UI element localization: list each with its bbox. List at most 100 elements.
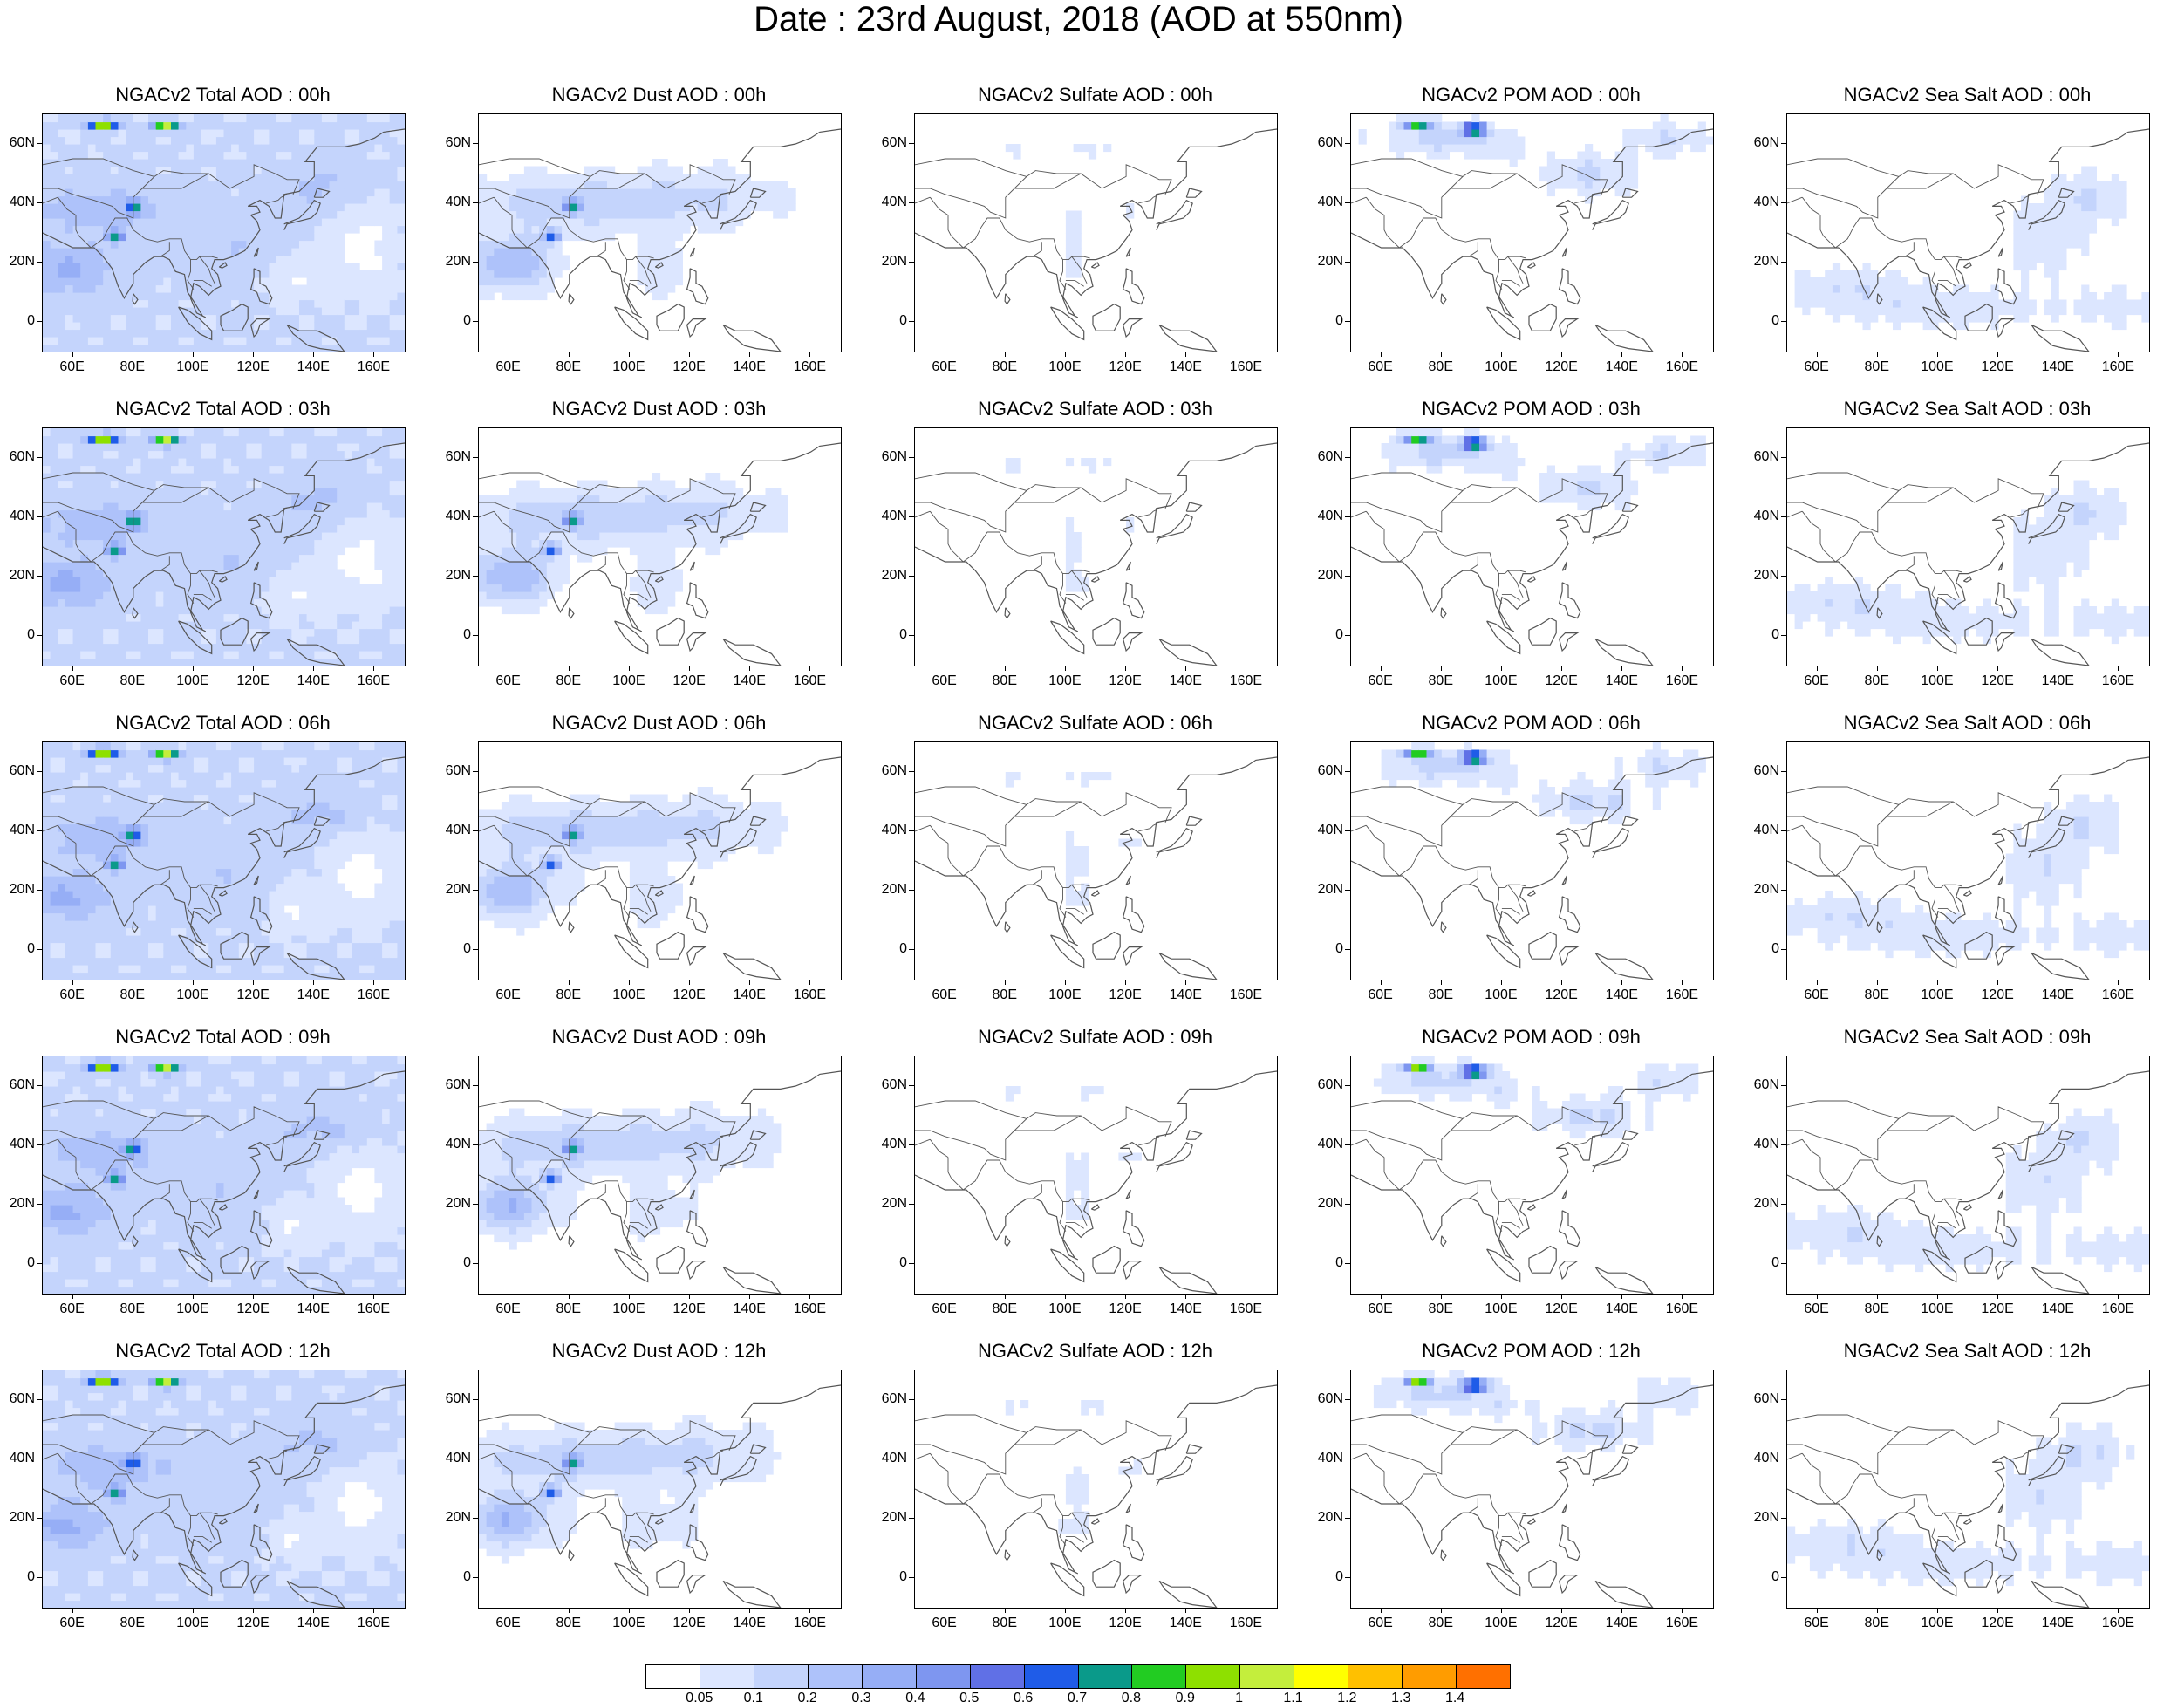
aod-cell: [103, 344, 112, 352]
aod-cell: [382, 443, 391, 452]
aod-cell: [193, 473, 202, 482]
aod-cell: [374, 591, 383, 600]
aod-cell: [314, 136, 323, 145]
aod-cell: [306, 502, 315, 511]
aod-cell: [269, 606, 277, 615]
aod-cell: [118, 569, 126, 577]
aod-cell: [95, 233, 104, 242]
aod-cell: [223, 277, 232, 286]
aod-cell: [314, 174, 323, 182]
aod-cell: [352, 502, 360, 511]
aod-cell: [382, 465, 391, 474]
aod-cell: [652, 554, 661, 563]
aod-cell: [58, 263, 66, 271]
aod-cell: [178, 129, 187, 138]
aod-cell: [87, 495, 97, 503]
aod-cell: [501, 532, 510, 541]
aod-cell: [133, 532, 141, 541]
aod-cell: [269, 314, 277, 323]
aod-cell: [133, 188, 141, 197]
aod-cell: [261, 547, 270, 556]
aod-cell: [1418, 129, 1427, 138]
aod-cell: [163, 151, 172, 160]
aod-cell: [118, 577, 126, 585]
aod-cell: [682, 532, 691, 541]
aod-cell: [155, 488, 164, 496]
aod-cell: [171, 299, 180, 308]
aod-cell: [155, 136, 164, 145]
aod-cell: [607, 532, 616, 541]
aod-cell: [178, 480, 187, 488]
aod-cell: [314, 210, 323, 219]
aod-cell: [283, 307, 292, 316]
aod-cell: [494, 547, 502, 556]
aod-cell: [562, 524, 570, 533]
aod-cell: [126, 299, 134, 308]
aod-cell: [554, 524, 563, 533]
aod-cell: [584, 166, 593, 174]
aod-cell: [1908, 284, 1916, 293]
aod-cell: [65, 554, 74, 563]
aod-cell: [269, 218, 277, 227]
aod-cell: [486, 195, 495, 204]
aod-cell: [1126, 524, 1135, 533]
aod-cell: [765, 524, 774, 533]
country-border: [1365, 196, 1385, 215]
aod-cell: [299, 488, 308, 496]
aod-cell: [337, 144, 345, 153]
aod-cell: [87, 159, 97, 167]
aod-cell: [87, 547, 97, 556]
aod-cell: [126, 225, 134, 234]
aod-cell: [359, 203, 368, 212]
aod-cell: [80, 174, 89, 182]
aod-cell: [389, 255, 398, 263]
aod-cell: [306, 509, 315, 518]
aod-cell: [238, 509, 247, 518]
aod-cell: [186, 473, 195, 482]
aod-cell: [283, 517, 292, 526]
aod-cell: [562, 532, 570, 541]
aod-cell: [238, 651, 247, 659]
aod-cell: [208, 307, 217, 316]
aod-cell: [155, 636, 164, 645]
aod-cell: [95, 329, 104, 338]
aod-cell: [178, 524, 187, 533]
aod-cell: [479, 495, 488, 503]
aod-cell: [208, 613, 217, 622]
aod-cell: [516, 539, 525, 548]
aod-cell: [486, 270, 495, 278]
aod-cell: [299, 188, 308, 197]
aod-cell: [501, 598, 510, 607]
aod-cell: [95, 188, 104, 197]
aod-cell: [1893, 314, 1901, 323]
country-border: [623, 259, 631, 290]
aod-cell: [58, 225, 66, 234]
aod-cell: [352, 181, 360, 189]
aod-cell: [95, 114, 104, 123]
aod-cell: [1900, 292, 1908, 301]
aod-cell: [1585, 144, 1594, 153]
aod-cell: [486, 598, 495, 607]
aod-cell: [148, 636, 157, 645]
aod-cell: [201, 337, 209, 345]
aod-cell: [246, 480, 255, 488]
aod-cell: [382, 509, 391, 518]
aod-cell: [186, 263, 195, 271]
aod-cell: [103, 643, 112, 652]
aod-cell: [337, 218, 345, 227]
aod-cell: [171, 337, 180, 345]
aod-cell: [80, 621, 89, 630]
aod-cell: [140, 643, 149, 652]
aod-cell: [148, 577, 157, 585]
aod-cell: [269, 151, 277, 160]
country-border: [701, 194, 724, 204]
aod-cell: [1501, 136, 1511, 145]
aod-cell: [87, 465, 97, 474]
aod-cell: [178, 643, 187, 652]
aod-cell: [65, 495, 74, 503]
aod-cell: [269, 270, 277, 278]
aod-cell: [2013, 225, 2022, 234]
aod-cell: [163, 233, 172, 242]
coastline: [479, 128, 841, 318]
aod-cell: [178, 277, 187, 286]
